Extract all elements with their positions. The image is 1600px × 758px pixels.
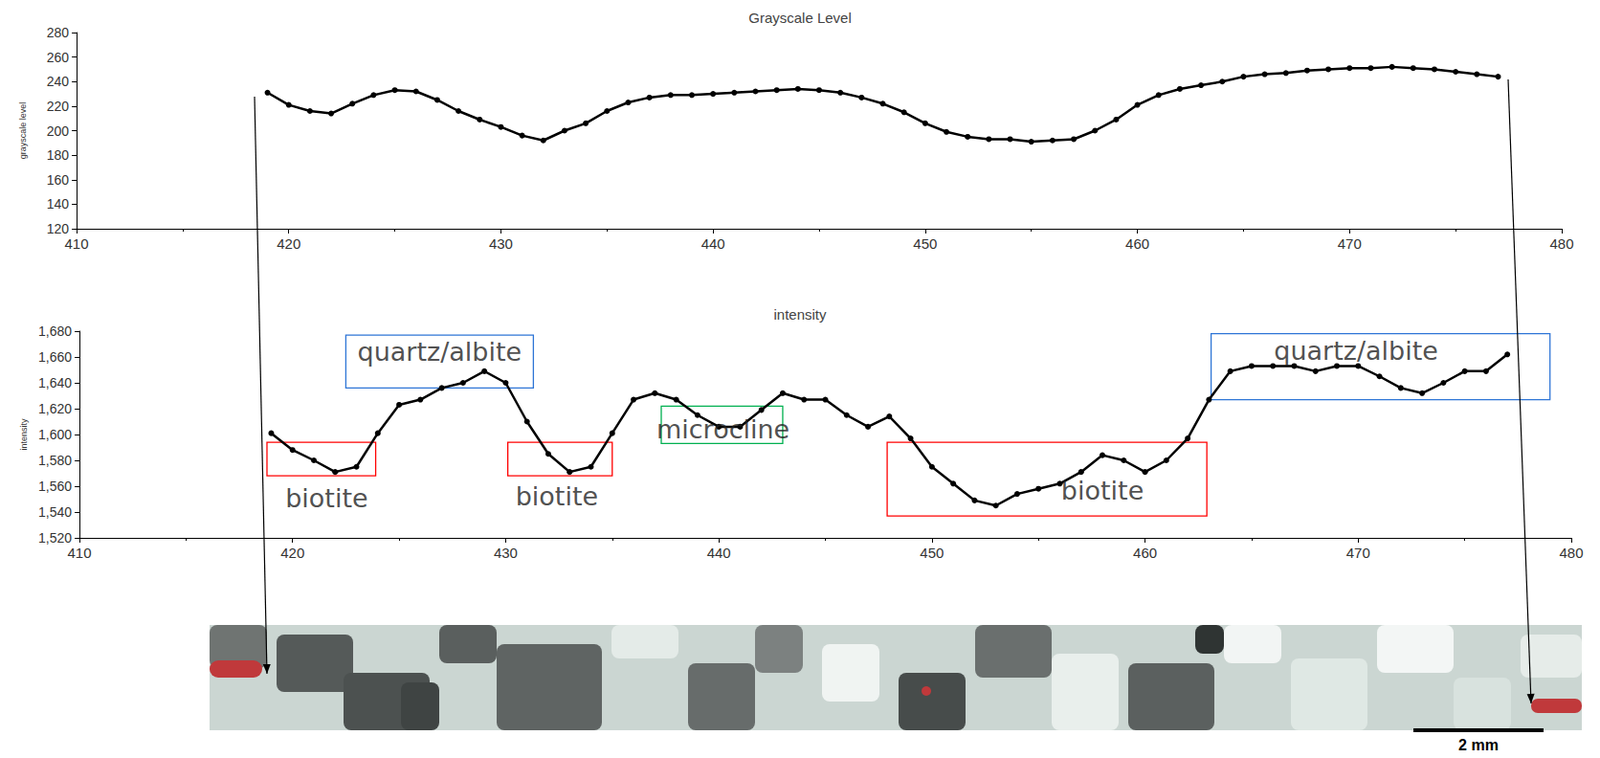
- svg-text:1,580: 1,580: [38, 452, 72, 468]
- svg-text:280: 280: [46, 24, 70, 41]
- svg-text:biotite: biotite: [515, 481, 599, 512]
- svg-text:420: 420: [280, 544, 305, 561]
- svg-text:480: 480: [1558, 544, 1583, 561]
- svg-text:220: 220: [46, 98, 70, 114]
- svg-text:biotite: biotite: [285, 483, 368, 513]
- svg-text:160: 160: [46, 172, 70, 188]
- svg-text:1,660: 1,660: [38, 349, 72, 365]
- svg-text:470: 470: [1337, 235, 1362, 252]
- svg-text:410: 410: [64, 235, 89, 252]
- svg-text:1,600: 1,600: [38, 426, 72, 443]
- svg-text:180: 180: [46, 147, 70, 163]
- svg-text:430: 430: [493, 544, 518, 561]
- svg-text:1,640: 1,640: [38, 375, 72, 391]
- svg-text:480: 480: [1549, 235, 1574, 252]
- svg-text:1,620: 1,620: [38, 400, 72, 417]
- svg-text:intensity: intensity: [773, 306, 827, 323]
- svg-text:420: 420: [276, 235, 301, 252]
- svg-text:1,680: 1,680: [38, 323, 72, 339]
- svg-text:200: 200: [46, 123, 70, 139]
- svg-text:intensity: intensity: [19, 418, 29, 451]
- svg-text:450: 450: [912, 235, 937, 252]
- svg-text:460: 460: [1133, 544, 1157, 561]
- svg-text:410: 410: [66, 544, 91, 561]
- svg-text:quartz/albite: quartz/albite: [357, 336, 523, 367]
- svg-text:120: 120: [46, 221, 70, 237]
- svg-text:1,560: 1,560: [38, 478, 72, 494]
- svg-text:260: 260: [46, 49, 70, 66]
- svg-text:140: 140: [46, 196, 70, 212]
- svg-text:460: 460: [1125, 235, 1150, 252]
- svg-text:470: 470: [1346, 544, 1371, 561]
- svg-text:440: 440: [701, 235, 726, 252]
- svg-text:grayscale level: grayscale level: [18, 102, 28, 160]
- svg-text:240: 240: [46, 73, 70, 89]
- svg-text:microcline: microcline: [656, 414, 790, 445]
- svg-text:1,520: 1,520: [38, 530, 72, 546]
- svg-text:quartz/albite: quartz/albite: [1273, 335, 1439, 366]
- svg-text:Grayscale Level: Grayscale Level: [748, 9, 852, 26]
- svg-text:2 mm: 2 mm: [1458, 736, 1499, 754]
- svg-text:biotite: biotite: [1061, 475, 1144, 506]
- svg-text:430: 430: [488, 235, 513, 252]
- svg-text:1,540: 1,540: [38, 504, 72, 520]
- svg-text:440: 440: [707, 544, 732, 561]
- svg-text:450: 450: [919, 544, 944, 561]
